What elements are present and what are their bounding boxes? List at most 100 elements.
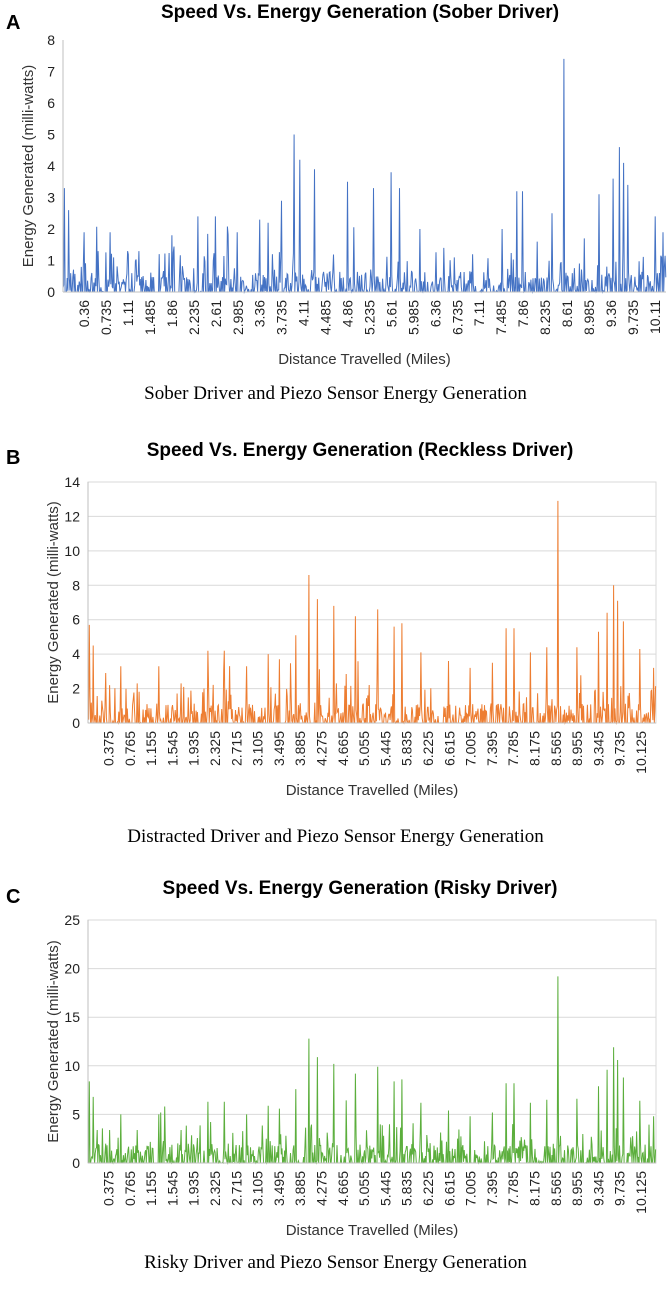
y-tick-label: 5 bbox=[47, 127, 55, 143]
x-tick-label: 5.235 bbox=[361, 300, 377, 335]
y-axis-title: Energy Generated (milli-watts) bbox=[20, 65, 37, 268]
y-axis-ticks: 0 5 10 15 20 25 bbox=[64, 912, 80, 1171]
x-tick-label: 5.835 bbox=[399, 1171, 415, 1206]
x-tick-label: 3.495 bbox=[271, 1171, 287, 1206]
x-tick-label: 8.955 bbox=[569, 731, 585, 766]
x-tick-label: 1.155 bbox=[143, 731, 159, 766]
x-tick-label: 4.275 bbox=[313, 731, 329, 766]
x-tick-label: 8.955 bbox=[569, 1171, 585, 1206]
x-tick-label: 10.125 bbox=[633, 731, 649, 774]
y-tick-label: 8 bbox=[47, 32, 55, 48]
chart-sober: 0 1 2 3 4 5 6 7 8 0.36 0.735 1.11 1.485 1.86 2.235 2.6… bbox=[20, 32, 667, 368]
x-tick-label: 0.36 bbox=[76, 300, 92, 327]
x-tick-label: 3.885 bbox=[292, 731, 308, 766]
x-tick-label: 5.61 bbox=[383, 300, 399, 327]
x-tick-label: 6.225 bbox=[420, 731, 436, 766]
y-tick-label: 14 bbox=[64, 474, 80, 490]
y-tick-label: 5 bbox=[72, 1106, 80, 1122]
x-tick-label: 3.36 bbox=[252, 300, 268, 327]
y-tick-label: 0 bbox=[72, 1155, 80, 1171]
x-tick-label: 3.495 bbox=[271, 731, 287, 766]
panel-letter: C bbox=[6, 886, 21, 908]
x-tick-label: 0.765 bbox=[122, 731, 138, 766]
x-tick-label: 6.225 bbox=[420, 1171, 436, 1206]
x-tick-label: 1.935 bbox=[186, 731, 202, 766]
x-tick-label: 2.715 bbox=[228, 1171, 244, 1206]
y-tick-label: 6 bbox=[47, 95, 55, 111]
x-tick-label: 9.735 bbox=[612, 731, 628, 766]
y-tick-label: 20 bbox=[64, 961, 80, 977]
x-tick-label: 1.485 bbox=[142, 300, 158, 335]
x-tick-label: 2.235 bbox=[186, 300, 202, 335]
x-tick-label: 9.36 bbox=[603, 300, 619, 327]
x-tick-label: 4.11 bbox=[296, 300, 312, 326]
x-tick-label: 5.985 bbox=[405, 300, 421, 335]
x-tick-label: 1.545 bbox=[164, 731, 180, 766]
y-tick-label: 4 bbox=[72, 646, 80, 662]
panel-caption: Distracted Driver and Piezo Sensor Energ… bbox=[127, 826, 544, 847]
series-line-sober bbox=[62, 58, 667, 294]
series-line-reckless bbox=[87, 500, 657, 725]
y-tick-label: 8 bbox=[72, 577, 80, 593]
x-tick-label: 5.055 bbox=[356, 731, 372, 766]
x-tick-label: 8.985 bbox=[581, 300, 597, 335]
x-tick-label: 5.835 bbox=[399, 731, 415, 766]
x-tick-label: 1.935 bbox=[186, 1171, 202, 1206]
x-tick-label: 7.005 bbox=[463, 1171, 479, 1206]
x-tick-label: 1.155 bbox=[143, 1171, 159, 1206]
x-tick-label: 2.61 bbox=[208, 300, 224, 327]
x-tick-label: 6.735 bbox=[449, 300, 465, 335]
panel-caption: Sober Driver and Piezo Sensor Energy Gen… bbox=[144, 383, 527, 404]
y-tick-label: 7 bbox=[47, 64, 55, 80]
x-tick-label: 3.885 bbox=[292, 1171, 308, 1206]
x-tick-label: 1.86 bbox=[164, 300, 180, 327]
x-tick-label: 9.735 bbox=[625, 300, 641, 335]
x-axis-title: Distance Travelled (Miles) bbox=[286, 1222, 459, 1239]
x-tick-label: 5.055 bbox=[356, 1171, 372, 1206]
plot-area-border bbox=[87, 919, 657, 1164]
panel-c: C Speed Vs. Energy Generation (Risky Dri… bbox=[0, 870, 671, 1290]
x-tick-label: 10.11 bbox=[647, 300, 663, 334]
x-axis-ticks: 0.375 0.765 1.155 1.545 1.935 2.325 2.715 3.105… bbox=[100, 731, 649, 774]
x-axis-ticks: 0.36 0.735 1.11 1.485 1.86 2.235 2.61 2.985 3.36… bbox=[76, 300, 663, 335]
x-tick-label: 7.395 bbox=[484, 1171, 500, 1206]
x-tick-label: 5.445 bbox=[377, 1171, 393, 1206]
y-axis-title: Energy Generated (milli-watts) bbox=[45, 940, 62, 1143]
x-tick-label: 3.105 bbox=[250, 731, 266, 766]
x-tick-label: 4.665 bbox=[335, 731, 351, 766]
y-tick-label: 0 bbox=[47, 284, 55, 300]
x-tick-label: 7.485 bbox=[493, 300, 509, 335]
x-axis-ticks: 0.375 0.765 1.155 1.545 1.935 2.325 2.715 3.105… bbox=[100, 1171, 649, 1214]
x-tick-label: 5.445 bbox=[377, 731, 393, 766]
chart-reckless: 0 2 4 6 8 10 12 14 0.375 0.765 1.155 1.545 1.935 2.3… bbox=[45, 474, 657, 799]
x-tick-label: 2.715 bbox=[228, 731, 244, 766]
x-tick-label: 8.175 bbox=[526, 731, 542, 766]
grid-lines bbox=[87, 919, 657, 1164]
x-tick-label: 8.235 bbox=[537, 300, 553, 335]
x-tick-label: 8.61 bbox=[559, 300, 575, 327]
x-tick-label: 0.735 bbox=[98, 300, 114, 335]
y-axis-ticks: 0 2 4 6 8 10 12 14 bbox=[64, 474, 80, 731]
x-tick-label: 4.485 bbox=[318, 300, 334, 335]
chart-risky: 0 5 10 15 20 25 0.375 0.765 1.155 1.545 1.935 2.32… bbox=[45, 912, 657, 1239]
x-tick-label: 6.615 bbox=[441, 731, 457, 766]
panel-letter: B bbox=[6, 447, 21, 469]
y-tick-label: 10 bbox=[64, 543, 80, 559]
series-line-risky bbox=[87, 976, 657, 1165]
x-tick-label: 0.375 bbox=[100, 1171, 116, 1206]
x-tick-label: 0.765 bbox=[122, 1171, 138, 1206]
x-tick-label: 4.86 bbox=[340, 300, 356, 327]
x-tick-label: 8.175 bbox=[526, 1171, 542, 1206]
y-tick-label: 1 bbox=[47, 253, 55, 269]
y-tick-label: 2 bbox=[47, 221, 55, 237]
y-tick-label: 4 bbox=[47, 158, 55, 174]
x-tick-label: 1.11 bbox=[120, 300, 136, 326]
x-tick-label: 4.275 bbox=[313, 1171, 329, 1206]
panel-caption: Risky Driver and Piezo Sensor Energy Gen… bbox=[144, 1252, 527, 1273]
y-tick-label: 0 bbox=[72, 715, 80, 731]
x-tick-label: 7.395 bbox=[484, 731, 500, 766]
x-tick-label: 7.005 bbox=[463, 731, 479, 766]
chart-title: Speed Vs. Energy Generation (Sober Drive… bbox=[160, 2, 560, 23]
x-tick-label: 3.105 bbox=[250, 1171, 266, 1206]
x-tick-label: 2.985 bbox=[230, 300, 246, 335]
